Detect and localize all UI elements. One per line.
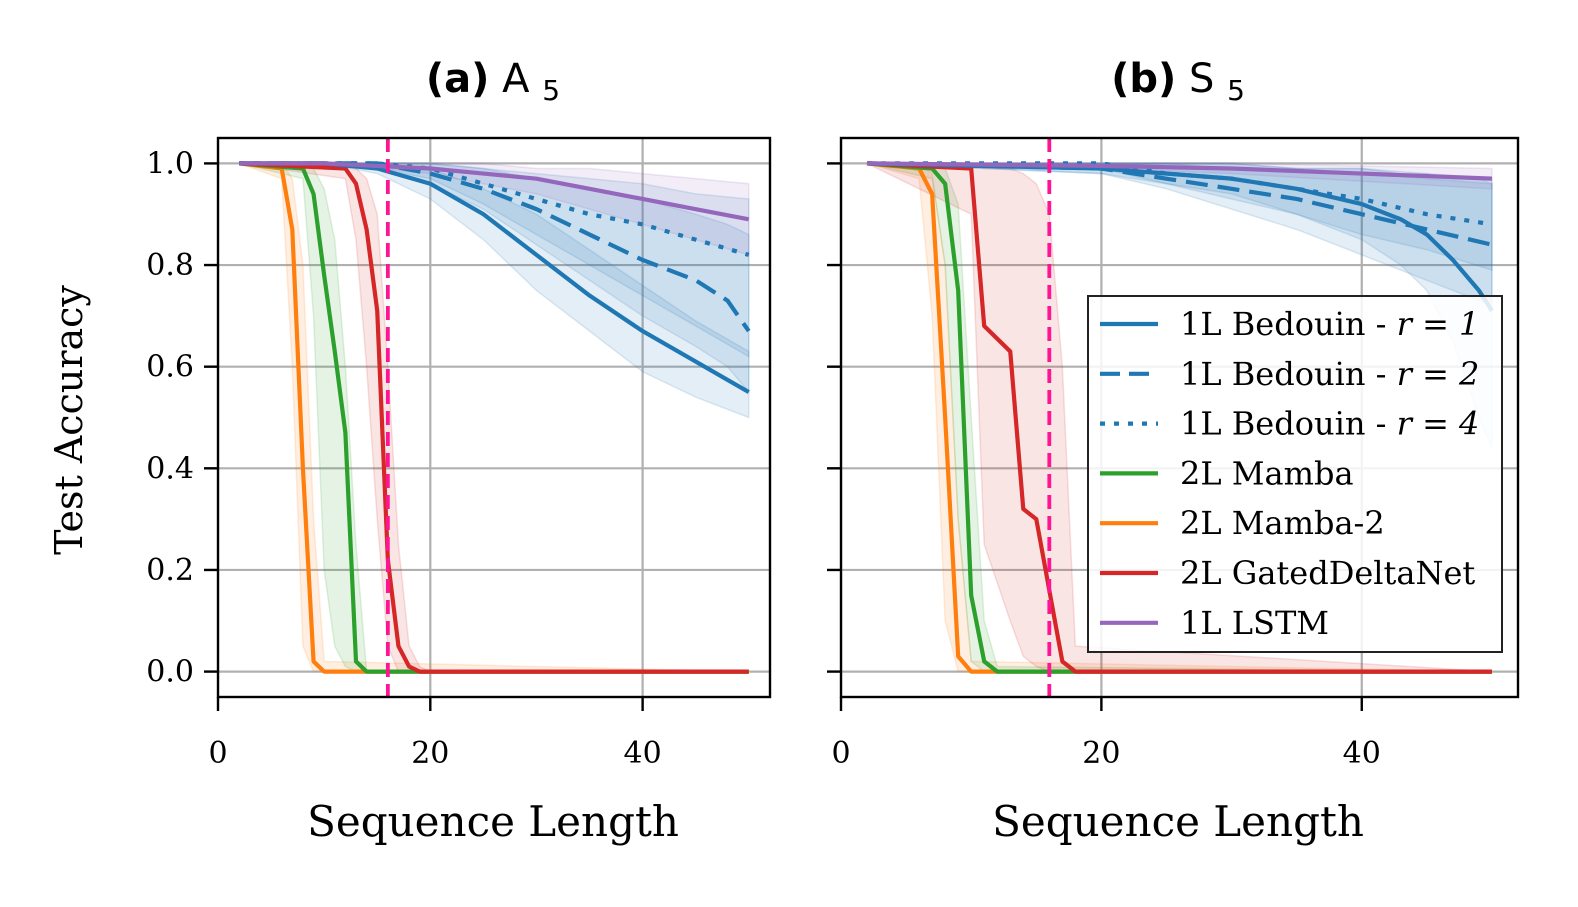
panel-b-x-tick-label: 40 [1343,736,1381,771]
panel-b-title-prefix: (b) [1111,56,1176,102]
panel-b-x-tick-label: 20 [1082,736,1120,771]
panel-a-band-mamba [239,162,749,673]
legend-label-bedouin_r1: 1L Bedouin - r = 1 [1180,305,1479,343]
panel-b-title-main: S [1189,56,1214,102]
y-axis-label: Test Accuracy [47,285,91,555]
panel-a-x-tick-label: 40 [624,736,662,771]
panel-a-band-bedouin_r2 [239,162,750,395]
legend-label-bedouin_r4: 1L Bedouin - r = 4 [1180,405,1479,443]
panel-a-title-sub: 5 [542,74,560,107]
panel-a-y-tick-label: 0.0 [146,655,194,690]
panel-a-line-lstm [239,161,750,222]
panel-a-title-main: A [502,56,530,102]
panel-a-y-tick-label: 0.6 [146,350,194,385]
panel-a-y-tick-label: 0.2 [146,553,194,588]
legend-label-bedouin_r2: 1L Bedouin - r = 2 [1180,355,1479,393]
panel-a-x-tick-label: 20 [411,736,449,771]
panel-a-y-tick-label: 0.8 [146,248,194,283]
panel-b-line-bedouin_r2 [866,161,1493,247]
panel-a-band-bedouin_r4 [239,162,750,358]
panel-a-line-mamba [239,161,749,674]
panel-b-line-bedouin_r1 [866,161,1494,312]
panel-a-frame [216,136,772,699]
panel-b-line-mamba [866,161,1492,674]
panel-b-frame [839,136,1520,699]
legend-label-lstm: 1L LSTM [1180,604,1329,642]
panel-a-title-prefix: (a) [426,56,490,102]
panel-b-x-tick-label: 0 [831,736,850,771]
panel-b-x-axis-label: Sequence Length [992,797,1364,846]
legend-label-mamba: 2L Mamba [1180,454,1354,492]
panel-a-plot-area [218,138,770,697]
panel-a-y-tick-label: 1.0 [146,146,194,181]
panel-b-title: (b) S 5 [1111,56,1245,107]
legend-label-mamba2: 2L Mamba-2 [1180,504,1385,542]
legend-label-gdn: 2L GatedDeltaNet [1180,554,1475,592]
panel-b-line-lstm [867,161,1493,181]
panel-a-y-tick-label: 0.4 [146,451,194,486]
panel-a-x-tick-label: 0 [208,736,227,771]
panel-b-title-sub: 5 [1227,74,1245,107]
panel-a: (a) A 5 Sequence Length 0 20 40 0.0 0.2 0.4 0.… [146,56,772,846]
legend: 1L Bedouin - r = 1 1L Bedouin - r = 2 1L B… [1087,295,1503,653]
panel-b-line-gdn [866,161,1492,674]
panel-a-title: (a) A 5 [426,56,560,107]
panel-a-x-axis-label: Sequence Length [307,797,679,846]
panel-a-band-gdn [239,162,749,673]
